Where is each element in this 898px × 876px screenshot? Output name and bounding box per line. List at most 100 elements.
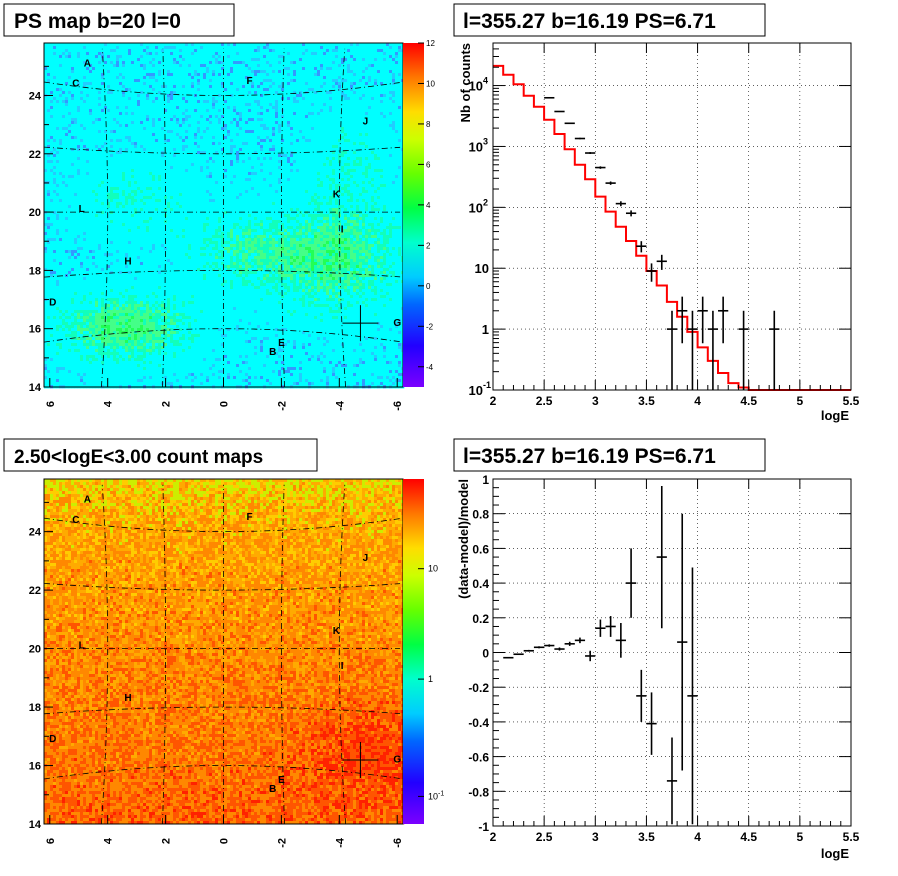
heatmap-cell <box>254 160 257 163</box>
heatmap-cell <box>263 70 266 73</box>
heatmap-cell <box>155 67 158 70</box>
heatmap-cell <box>164 127 167 130</box>
heatmap-cell <box>389 64 392 67</box>
heatmap-cell <box>107 85 110 88</box>
heatmap-cell <box>101 118 104 121</box>
heatmap-cell <box>347 52 350 55</box>
heatmap-cell <box>386 70 389 73</box>
heatmap-cell <box>269 46 272 49</box>
heatmap-cell <box>233 112 236 115</box>
heatmap-cell <box>287 58 290 61</box>
heatmap-cell <box>365 145 368 148</box>
heatmap-cell <box>92 55 95 58</box>
heatmap-cell <box>53 94 56 97</box>
heatmap-cell <box>98 64 101 67</box>
heatmap-cell <box>110 82 113 85</box>
heatmap-cell <box>191 127 194 130</box>
heatmap-cell <box>362 91 365 94</box>
heatmap-cell <box>116 166 119 169</box>
heatmap-cell <box>302 118 305 121</box>
heatmap-cell <box>326 133 329 136</box>
heatmap-cell <box>191 139 194 142</box>
heatmap-cell <box>227 79 230 82</box>
heatmap-cell <box>329 64 332 67</box>
heatmap-cell <box>227 115 230 118</box>
heatmap-cell <box>77 46 80 49</box>
heatmap-cell <box>275 118 278 121</box>
heatmap-cell <box>77 163 80 166</box>
heatmap-cell <box>278 82 281 85</box>
heatmap-cell <box>398 130 401 133</box>
heatmap-cell <box>257 85 260 88</box>
heatmap-cell <box>176 127 179 130</box>
heatmap-cell <box>185 118 188 121</box>
heatmap-cell <box>341 160 344 163</box>
heatmap-cell <box>212 166 215 169</box>
heatmap-cell <box>68 52 71 55</box>
heatmap-cell <box>212 100 215 103</box>
heatmap-cell <box>263 160 266 163</box>
heatmap-cell <box>209 112 212 115</box>
heatmap-cell <box>341 130 344 133</box>
heatmap-cell <box>395 49 398 52</box>
heatmap-cell <box>131 136 134 139</box>
heatmap-cell <box>281 49 284 52</box>
heatmap-cell <box>158 55 161 58</box>
heatmap-cell <box>260 85 263 88</box>
heatmap-cell <box>131 148 134 151</box>
heatmap-cell <box>191 115 194 118</box>
heatmap-cell <box>284 145 287 148</box>
heatmap-cell <box>272 115 275 118</box>
heatmap-cell <box>134 76 137 79</box>
heatmap-cell <box>209 76 212 79</box>
heatmap-cell <box>227 130 230 133</box>
heatmap-cell <box>299 49 302 52</box>
heatmap-cell <box>395 79 398 82</box>
heatmap-cell <box>362 97 365 100</box>
heatmap-cell <box>212 73 215 76</box>
heatmap-cell <box>191 118 194 121</box>
heatmap-cell <box>50 121 53 124</box>
heatmap-cell <box>257 112 260 115</box>
heatmap-cell <box>53 127 56 130</box>
heatmap-cell <box>110 58 113 61</box>
heatmap-cell <box>155 46 158 49</box>
heatmap-cell <box>158 76 161 79</box>
heatmap-cell <box>98 82 101 85</box>
heatmap-cell <box>389 67 392 70</box>
heatmap-cell <box>209 94 212 97</box>
heatmap-cell <box>272 100 275 103</box>
heatmap-cell <box>65 121 68 124</box>
heatmap-cell <box>239 163 242 166</box>
heatmap-cell <box>302 103 305 106</box>
heatmap-cell <box>395 91 398 94</box>
heatmap-cell <box>227 127 230 130</box>
heatmap-cell <box>314 118 317 121</box>
heatmap-cell <box>116 160 119 163</box>
heatmap-cell <box>368 109 371 112</box>
heatmap-cell <box>299 130 302 133</box>
heatmap-cell <box>98 160 101 163</box>
heatmap-cell <box>245 97 248 100</box>
heatmap-cell <box>386 151 389 154</box>
heatmap-cell <box>386 67 389 70</box>
heatmap-cell <box>158 115 161 118</box>
heatmap-cell <box>200 130 203 133</box>
heatmap-cell <box>248 112 251 115</box>
heatmap-cell <box>101 166 104 169</box>
heatmap-cell <box>62 121 65 124</box>
heatmap-cell <box>314 46 317 49</box>
heatmap-cell <box>263 151 266 154</box>
heatmap-cell <box>224 118 227 121</box>
heatmap-cell <box>95 118 98 121</box>
heatmap-cell <box>299 73 302 76</box>
heatmap-cell <box>329 61 332 64</box>
heatmap-cell <box>155 85 158 88</box>
heatmap-cell <box>179 121 182 124</box>
heatmap-cell <box>308 67 311 70</box>
heatmap-cell <box>329 157 332 160</box>
heatmap-cell <box>50 106 53 109</box>
heatmap-cell <box>140 103 143 106</box>
heatmap-cell <box>314 136 317 139</box>
heatmap-cell <box>233 166 236 169</box>
